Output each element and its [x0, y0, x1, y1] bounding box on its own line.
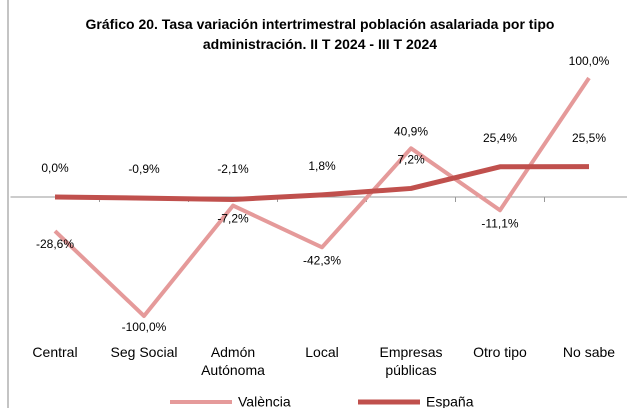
x-tick-label: Seg Social: [110, 344, 178, 360]
data-label: 1,8%: [308, 159, 336, 173]
data-label: -7,2%: [217, 212, 249, 226]
line: [53, 76, 591, 318]
data-label: 25,4%: [483, 131, 517, 145]
data-label: -11,1%: [481, 216, 518, 230]
data-label: -100,0%: [122, 320, 167, 334]
data-label: -28,6%: [36, 237, 74, 251]
data-label: 40,9%: [394, 125, 428, 139]
x-tick-label: Local: [305, 344, 339, 360]
x-tick-label: Central: [32, 344, 78, 360]
chart-title: Gráfico 20. Tasa variación intertrimestr…: [85, 16, 555, 52]
data-label: 25,5%: [572, 131, 606, 145]
legend-label: España: [426, 394, 474, 408]
data-label: -0,9%: [128, 162, 160, 176]
legend-label: València: [238, 394, 291, 408]
x-tick-label: Empresas públicas: [379, 344, 443, 378]
line: [54, 164, 590, 202]
data-label: 100,0%: [569, 54, 610, 68]
data-label: -2,1%: [217, 162, 249, 176]
x-tick-label: No sabe: [562, 344, 616, 360]
data-label: -42,3%: [303, 254, 341, 268]
x-tick-label: Otro tipo: [473, 344, 527, 360]
x-tick-label: Admón Autónoma: [201, 344, 265, 378]
data-label: 7,2%: [397, 153, 425, 167]
data-label: 0,0%: [41, 161, 69, 175]
